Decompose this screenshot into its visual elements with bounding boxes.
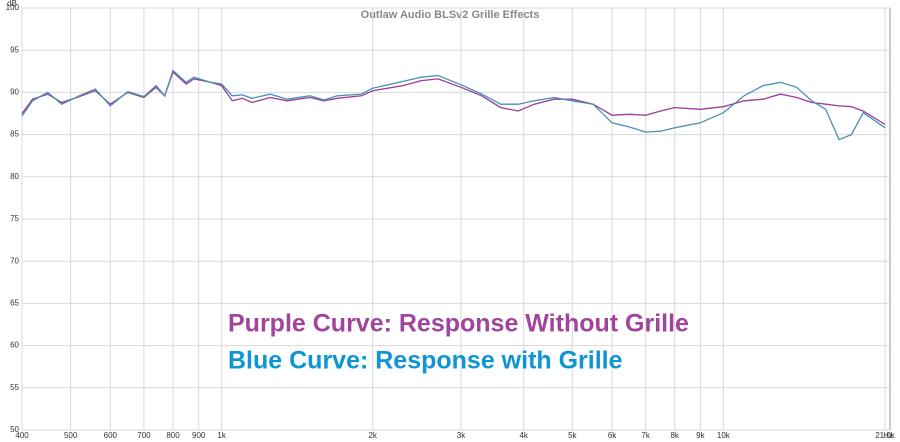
x-tick-label: 4k <box>519 431 528 440</box>
x-tick-label: 600 <box>104 431 118 440</box>
x-tick-label: 500 <box>64 431 78 440</box>
y-tick-label: 75 <box>10 214 19 223</box>
y-tick-label: 90 <box>10 88 19 97</box>
y-tick-label: 60 <box>10 341 19 350</box>
x-tick-label: 1k <box>217 431 226 440</box>
x-tick-label: 900 <box>192 431 206 440</box>
x-tick-label: 2k <box>368 431 377 440</box>
x-tick-label: 8k <box>670 431 679 440</box>
series-line <box>21 69 886 141</box>
x-tick-label: 3k <box>457 431 466 440</box>
x-tick-label: 700 <box>137 431 151 440</box>
y-tick-label: 85 <box>10 130 19 139</box>
y-tick-label: 65 <box>10 299 19 308</box>
y-tick-label: 50 <box>10 425 19 434</box>
series-line <box>21 70 886 126</box>
x-tick-label: 7k <box>641 431 650 440</box>
y-tick-label: 55 <box>10 383 19 392</box>
annotation: Purple Curve: Response Without Grille <box>228 310 689 338</box>
x-tick-label: 9k <box>696 431 705 440</box>
x-tick-label: 10k <box>717 431 731 440</box>
x-tick-label: 400 <box>15 431 29 440</box>
x-tick-label: 6k <box>608 431 617 440</box>
y-tick-label: 95 <box>10 45 19 54</box>
y-tick-label: 70 <box>10 256 19 265</box>
x-tick-label: 21.0k <box>875 431 896 440</box>
x-tick-label: 5k <box>568 431 577 440</box>
y-tick-label: 100 <box>6 3 20 12</box>
annotation: Blue Curve: Response with Grille <box>228 347 623 375</box>
chart-title: Outlaw Audio BLSv2 Grille Effects <box>361 9 540 21</box>
y-axis-label: dB <box>7 0 17 8</box>
y-tick-label: 80 <box>10 172 19 181</box>
x-tick-label: 800 <box>166 431 180 440</box>
x-axis-label: Hz <box>883 431 893 440</box>
